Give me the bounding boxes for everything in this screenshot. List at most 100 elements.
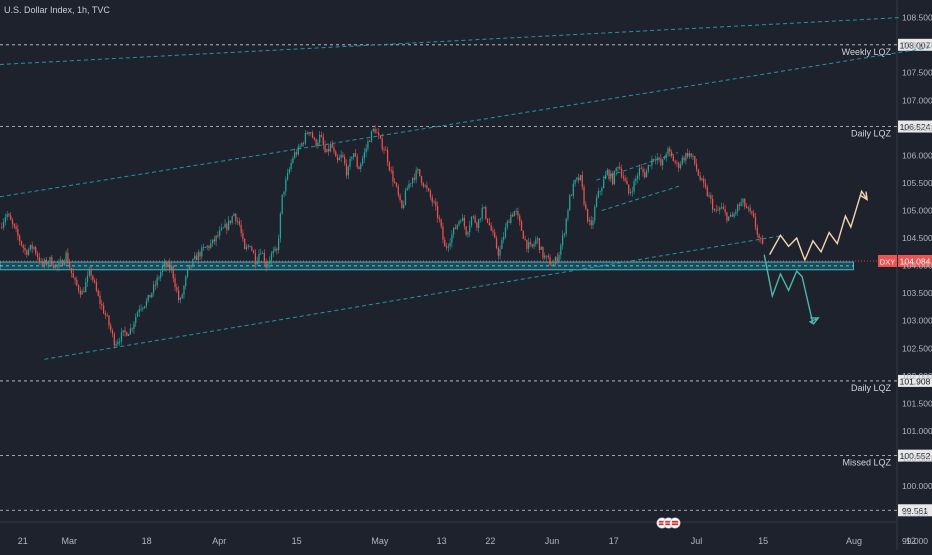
- candle-down: [672, 155, 674, 162]
- candle-up: [636, 176, 639, 179]
- candle-down: [622, 176, 624, 179]
- candle-down: [419, 169, 421, 177]
- candle-down: [704, 183, 707, 188]
- candle-down: [244, 238, 246, 250]
- candle-down: [111, 330, 114, 334]
- candle-up: [281, 194, 283, 214]
- candle-up: [588, 220, 591, 222]
- candle-down: [1, 227, 3, 228]
- candle-down: [356, 156, 358, 168]
- candle-up: [186, 268, 189, 277]
- candle-down: [399, 195, 401, 201]
- candle-up: [163, 262, 165, 267]
- candle-down: [67, 252, 69, 264]
- x-tick-label: Aug: [846, 536, 862, 546]
- candle-down: [242, 232, 244, 239]
- candle-up: [367, 141, 369, 149]
- candle-up: [179, 298, 182, 300]
- candle-up: [458, 221, 460, 225]
- candle-down: [315, 139, 317, 146]
- candle-down: [336, 156, 339, 161]
- candle-up: [58, 263, 60, 267]
- candle-up: [470, 216, 473, 226]
- candle-up: [308, 132, 310, 135]
- level-price-tag: [898, 374, 932, 387]
- candle-up: [88, 270, 90, 276]
- candle-up: [361, 158, 364, 165]
- candle-down: [22, 245, 24, 248]
- candle-down: [703, 178, 705, 184]
- candle-up: [708, 195, 710, 197]
- candle-up: [133, 323, 135, 330]
- candle-up: [278, 238, 280, 251]
- candle-down: [324, 145, 326, 153]
- candle-up: [201, 247, 203, 257]
- candle-down: [229, 220, 232, 223]
- candle-up: [279, 213, 282, 239]
- candle-down: [485, 207, 487, 219]
- candle-down: [313, 137, 315, 140]
- level-price-tag: [898, 38, 932, 51]
- candle-up: [192, 259, 194, 267]
- candle-up: [424, 185, 426, 187]
- candle-up: [81, 291, 83, 295]
- candle-down: [311, 132, 314, 138]
- candle-up: [319, 134, 321, 143]
- candle-up: [299, 146, 301, 148]
- candle-down: [436, 206, 439, 219]
- symbol-title: U.S. Dollar Index, 1h, TVC: [4, 5, 110, 15]
- candle-down: [374, 128, 376, 133]
- candle-up: [663, 157, 666, 160]
- candle-up: [667, 148, 669, 155]
- candle-up: [349, 158, 351, 167]
- candle-down: [644, 172, 646, 178]
- candle-down: [72, 273, 74, 278]
- candle-down: [440, 219, 442, 227]
- candle-down: [263, 252, 265, 263]
- candle-down: [251, 246, 253, 251]
- candle-down: [24, 247, 26, 251]
- candle-up: [460, 220, 462, 222]
- candle-up: [290, 162, 292, 170]
- candle-down: [744, 198, 746, 207]
- candle-up: [85, 282, 87, 293]
- candle-up: [142, 307, 144, 309]
- candle-down: [454, 227, 457, 229]
- candle-up: [256, 260, 258, 265]
- candle-down: [538, 238, 541, 250]
- candle-up: [301, 142, 303, 147]
- candle-up: [206, 245, 208, 248]
- level-price-tag: [898, 120, 932, 133]
- candle-down: [699, 175, 701, 180]
- candle-down: [678, 162, 680, 169]
- candle-down: [683, 157, 685, 161]
- candle-down: [15, 226, 17, 230]
- y-tick-label: 105.000: [902, 206, 932, 216]
- candle-up: [233, 213, 235, 217]
- candle-down: [131, 328, 133, 330]
- candle-up: [29, 244, 31, 250]
- candle-up: [167, 262, 169, 268]
- y-tick-label: 108.500: [902, 13, 932, 23]
- candle-down: [102, 305, 105, 314]
- candle-down: [199, 252, 201, 257]
- candle-up: [654, 159, 657, 161]
- candle-down: [19, 235, 21, 242]
- candle-up: [647, 165, 649, 171]
- candle-up: [688, 153, 691, 157]
- candle-up: [365, 148, 367, 153]
- candle-down: [545, 255, 548, 257]
- bearish-projection-path: [763, 254, 819, 325]
- candle-up: [44, 259, 46, 265]
- candle-down: [690, 153, 692, 157]
- candle-up: [406, 188, 408, 191]
- candle-down: [26, 250, 28, 255]
- candle-up: [194, 255, 196, 260]
- x-tick-label: Mar: [62, 536, 78, 546]
- y-tick-label: 99.500: [902, 509, 928, 519]
- candle-down: [204, 247, 207, 248]
- candle-up: [274, 248, 276, 251]
- candle-down: [749, 207, 751, 212]
